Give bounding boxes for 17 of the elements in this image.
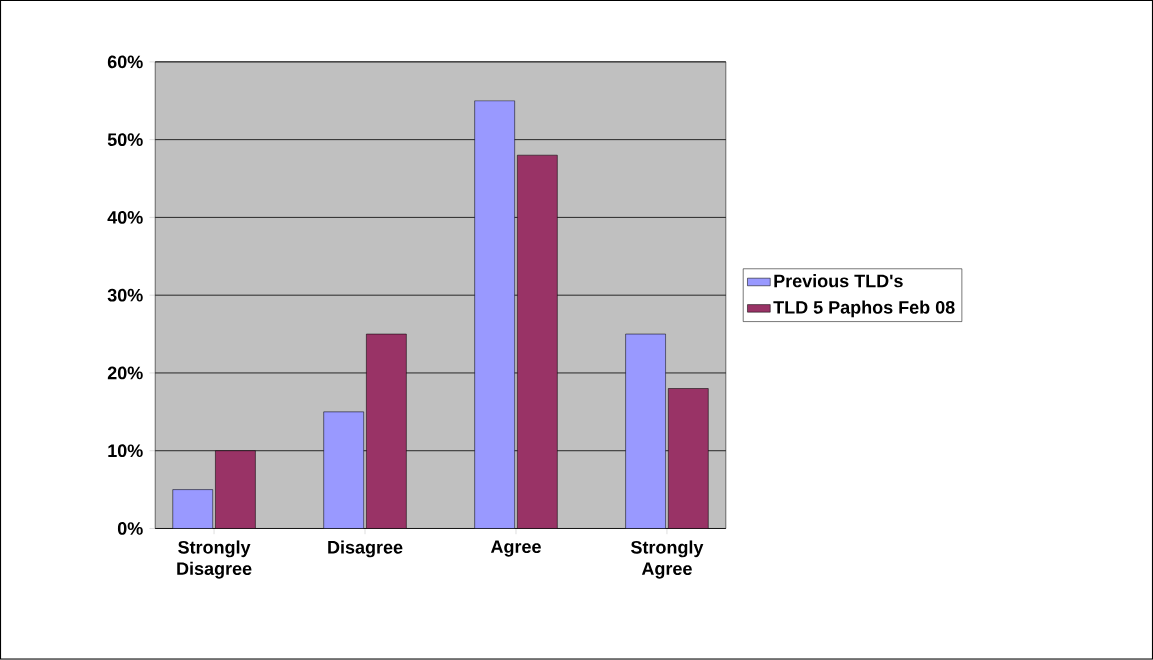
y-tick-label: 10% <box>108 444 143 458</box>
bar <box>323 411 364 529</box>
x-tick-label: Agree <box>490 540 541 557</box>
x-tick-label: Strongly Agree <box>630 540 704 579</box>
legend-label: TLD 5 Paphos Feb 08 <box>773 300 955 318</box>
bar <box>625 333 666 529</box>
y-tick-label: 30% <box>107 288 143 302</box>
legend-label: Previous TLD's <box>774 274 903 288</box>
y-tick-label: 50% <box>107 133 143 147</box>
x-tick-label: Disagree <box>328 540 403 558</box>
bar <box>172 489 214 529</box>
y-tick-label: 60% <box>107 55 143 69</box>
y-tick-label: 20% <box>107 366 143 380</box>
bar <box>474 100 515 529</box>
y-tick-label: 40% <box>107 211 143 224</box>
y-tick-label: 0% <box>117 522 143 536</box>
x-tick-label: Strongly Disagree <box>177 540 252 579</box>
